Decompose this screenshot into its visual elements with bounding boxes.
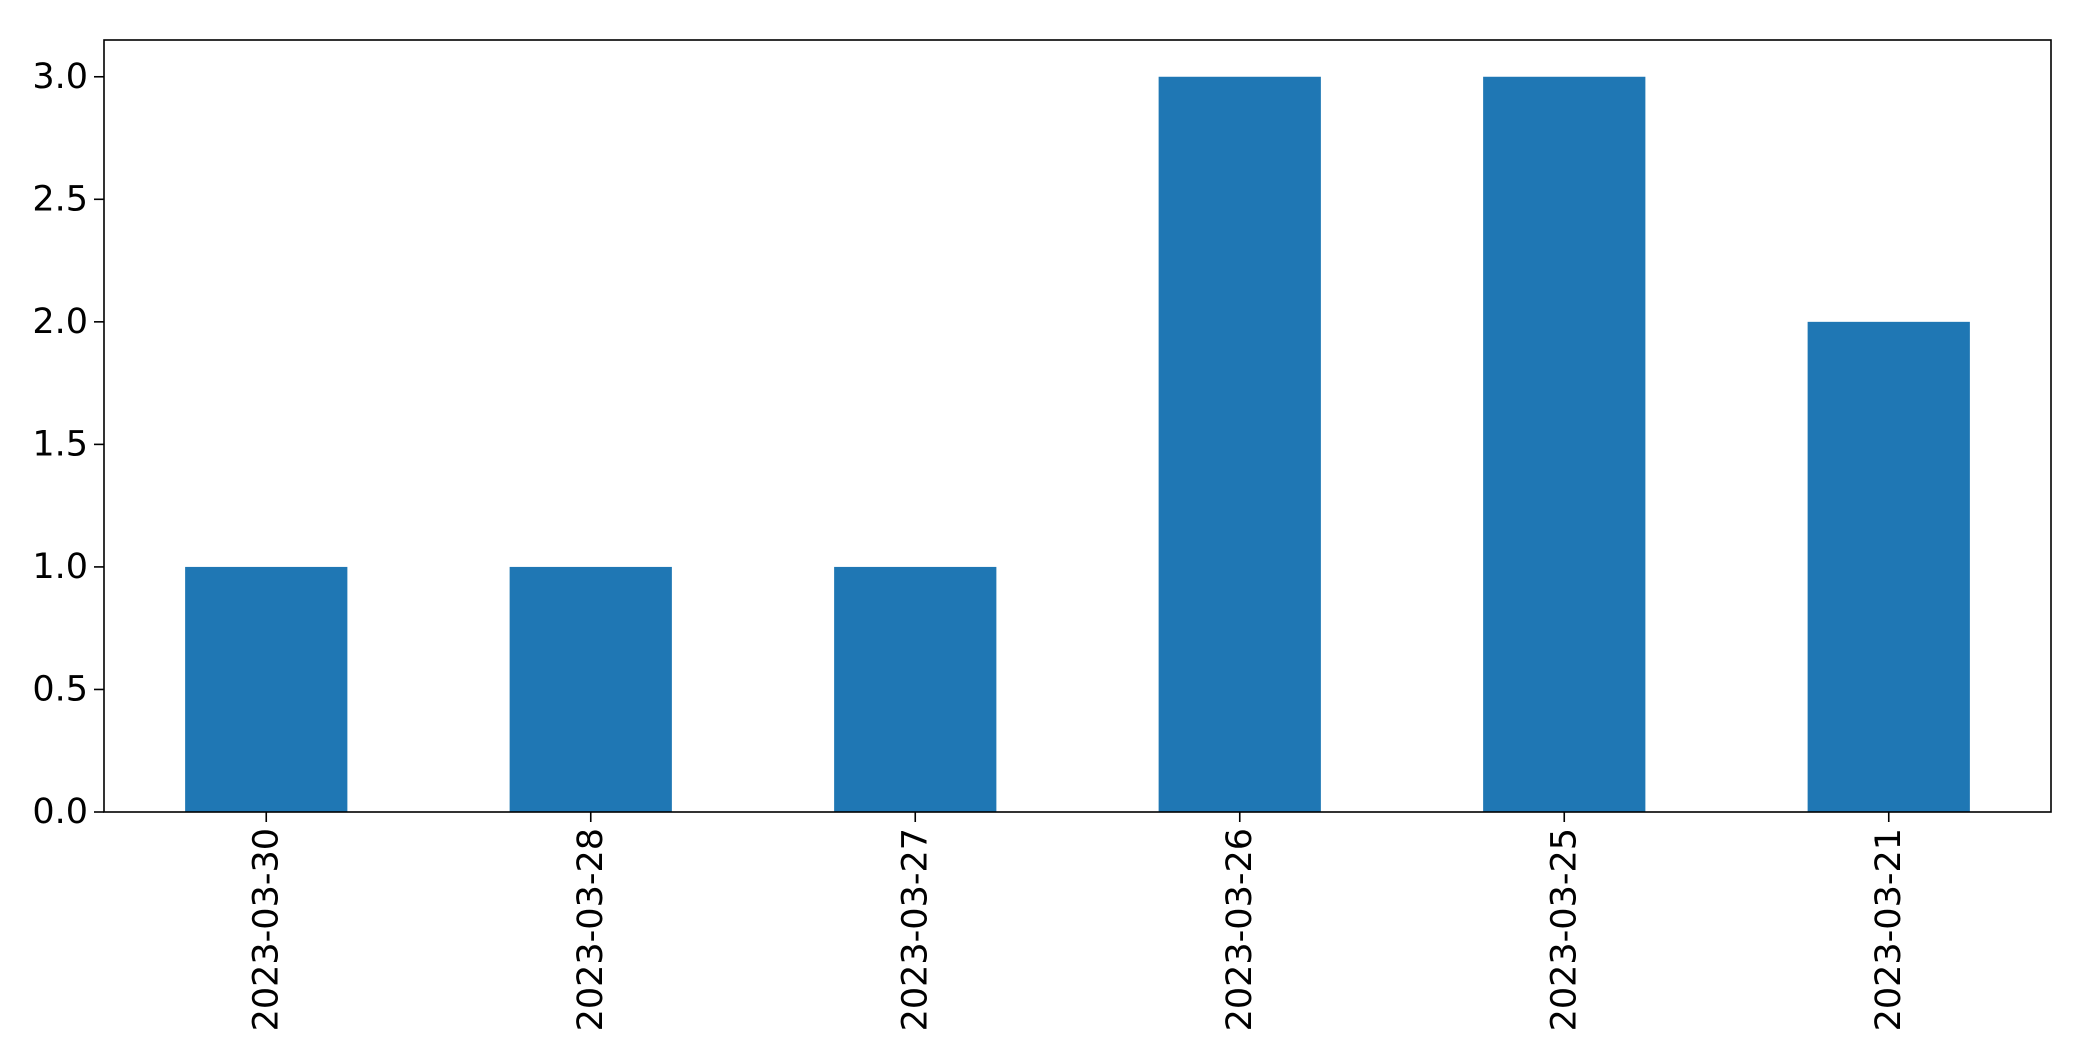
bar-2023-03-27	[834, 566, 997, 812]
x-tick-label: 2023-03-26	[1220, 828, 1260, 1031]
y-tick-label: 0.5	[32, 669, 88, 709]
x-tick-label: 2023-03-28	[571, 828, 611, 1031]
y-axis: 0.0 0.5 1.0 1.5 2.0 2.5 3.0	[32, 57, 104, 832]
y-tick-label: 3.0	[32, 57, 88, 97]
y-tick-label: 2.0	[32, 302, 88, 342]
bar-2023-03-28	[509, 566, 672, 812]
x-tick-label: 2023-03-30	[246, 828, 286, 1031]
bar-2023-03-25	[1483, 76, 1646, 812]
y-tick-label: 0.0	[32, 792, 88, 832]
bar-2023-03-21	[1807, 321, 1970, 812]
x-tick-label: 2023-03-25	[1544, 828, 1584, 1031]
plot-frame	[103, 39, 2052, 813]
y-tick-label: 1.0	[32, 547, 88, 587]
x-axis: 2023-03-30 2023-03-28 2023-03-27 2023-03-26…	[246, 812, 1909, 1031]
y-tick-label: 1.5	[32, 424, 88, 464]
bars-layer	[185, 76, 1970, 812]
x-tick-label: 2023-03-27	[895, 828, 935, 1031]
bar-2023-03-26	[1158, 76, 1321, 812]
y-tick-label: 2.5	[32, 179, 88, 219]
x-tick-label: 2023-03-21	[1869, 828, 1909, 1031]
bar-2023-03-30	[185, 566, 348, 812]
